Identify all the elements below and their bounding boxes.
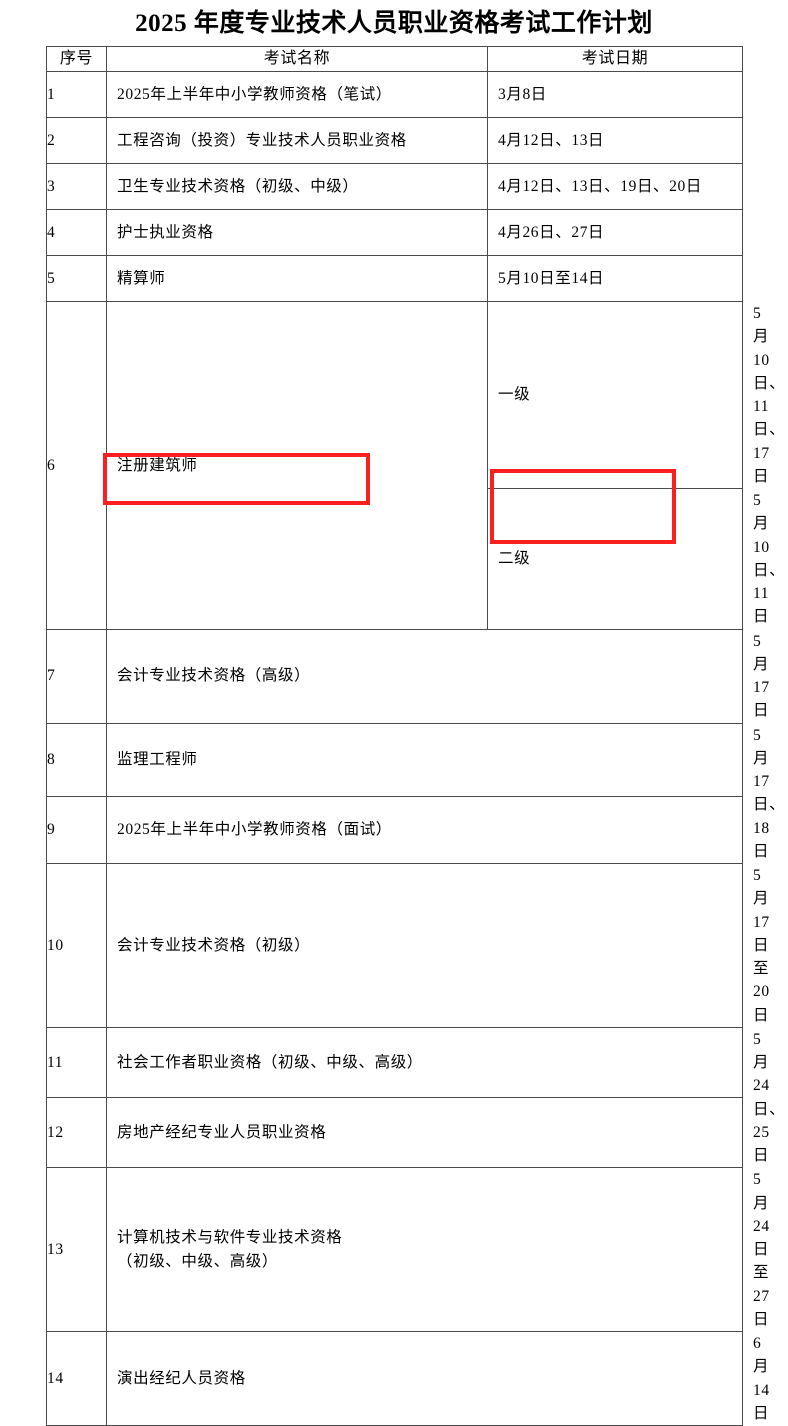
row-exam-name: 会计专业技术资格（高级） bbox=[106, 628, 743, 724]
table-row: 5 精算师 5月10日至14日 bbox=[46, 255, 743, 302]
exam-plan-table: 序号 考试名称 考试日期 1 2025年上半年中小学教师资格（笔试） 3月8日 … bbox=[46, 46, 785, 1426]
row-exam-name: 护士执业资格 bbox=[106, 209, 488, 256]
row-exam-name: 2025年上半年中小学教师资格（笔试） bbox=[106, 71, 488, 118]
row-no: 6 bbox=[46, 301, 107, 630]
page-title: 2025 年度专业技术人员职业资格考试工作计划 bbox=[135, 10, 653, 37]
table-row: 4 护士执业资格 4月26日、27日 bbox=[46, 209, 743, 256]
row-exam-level: 二级 bbox=[487, 488, 743, 630]
row-exam-name: 监理工程师 bbox=[106, 722, 743, 797]
row-exam-date: 5月10日至14日 bbox=[487, 255, 743, 302]
row-exam-name: 演出经纪人员资格 bbox=[106, 1331, 743, 1426]
table-row: 12 房地产经纪专业人员职业资格 bbox=[46, 1096, 743, 1169]
table-row: 9 2025年上半年中小学教师资格（面试） bbox=[46, 795, 743, 865]
row-no: 11 bbox=[46, 1026, 107, 1099]
row-no: 13 bbox=[46, 1167, 107, 1332]
row-no: 10 bbox=[46, 863, 107, 1028]
row-exam-name: 社会工作者职业资格（初级、中级、高级） bbox=[106, 1026, 743, 1099]
column-header-date: 考试日期 bbox=[487, 46, 743, 72]
column-header-name: 考试名称 bbox=[106, 46, 488, 72]
table-header-row: 序号 考试名称 考试日期 bbox=[46, 46, 743, 72]
row-exam-name-line1: 计算机技术与软件专业技术资格 bbox=[117, 1229, 343, 1247]
row-exam-date: 4月12日、13日 bbox=[487, 117, 743, 164]
table-row: 13 计算机技术与软件专业技术资格 （初级、中级、高级） 5月24日至27日 bbox=[46, 1167, 770, 1332]
row-no: 1 bbox=[46, 71, 107, 118]
table-row: 7 会计专业技术资格（高级） 5 月 17 日 bbox=[46, 628, 770, 724]
row-exam-date: 4月26日、27日 bbox=[487, 209, 743, 256]
table-row: 11 社会工作者职业资格（初级、中级、高级） 5月24日、25日 bbox=[46, 1026, 785, 1164]
table-row: 10 会计专业技术资格（初级） 5月17日至20日 bbox=[46, 863, 770, 1028]
row-exam-name: 计算机技术与软件专业技术资格 （初级、中级、高级） bbox=[106, 1167, 743, 1332]
row-exam-name: 房地产经纪专业人员职业资格 bbox=[106, 1096, 743, 1169]
row-no: 2 bbox=[46, 117, 107, 164]
column-header-no: 序号 bbox=[46, 46, 107, 72]
row-no: 12 bbox=[46, 1096, 107, 1169]
row-no: 3 bbox=[46, 163, 107, 210]
row-exam-name: 注册建筑师 bbox=[106, 301, 488, 630]
table-row: 6 注册建筑师 一级 5月10日、11日、17日 bbox=[46, 301, 785, 630]
row-exam-name: 会计专业技术资格（初级） bbox=[106, 863, 743, 1028]
row-exam-name: 工程咨询（投资）专业技术人员职业资格 bbox=[106, 117, 488, 164]
table-row: 8 监理工程师 5月17日、18日 bbox=[46, 722, 785, 860]
row-no: 5 bbox=[46, 255, 107, 302]
row-exam-name-line2: （初级、中级、高级） bbox=[117, 1252, 279, 1270]
table-row: 二级 5月10日、11日 bbox=[47, 488, 785, 630]
row-no: 4 bbox=[46, 209, 107, 256]
row-exam-level: 一级 bbox=[487, 301, 743, 489]
row-no: 8 bbox=[46, 722, 107, 797]
row-exam-date: 3月8日 bbox=[487, 71, 743, 118]
table-row: 3 卫生专业技术资格（初级、中级） 4月12日、13日、19日、20日 bbox=[46, 163, 743, 210]
row-no: 9 bbox=[46, 795, 107, 865]
row-exam-name: 精算师 bbox=[106, 255, 488, 302]
table-row: 1 2025年上半年中小学教师资格（笔试） 3月8日 bbox=[46, 71, 743, 118]
row-exam-name: 卫生专业技术资格（初级、中级） bbox=[106, 163, 488, 210]
row-exam-date: 4月12日、13日、19日、20日 bbox=[487, 163, 743, 210]
table-row: 2 工程咨询（投资）专业技术人员职业资格 4月12日、13日 bbox=[46, 117, 743, 164]
row-no: 14 bbox=[46, 1331, 107, 1426]
row-no: 7 bbox=[46, 628, 107, 724]
row-exam-name: 2025年上半年中小学教师资格（面试） bbox=[106, 795, 743, 865]
table-row: 14 演出经纪人员资格 6月14日 bbox=[46, 1331, 770, 1426]
